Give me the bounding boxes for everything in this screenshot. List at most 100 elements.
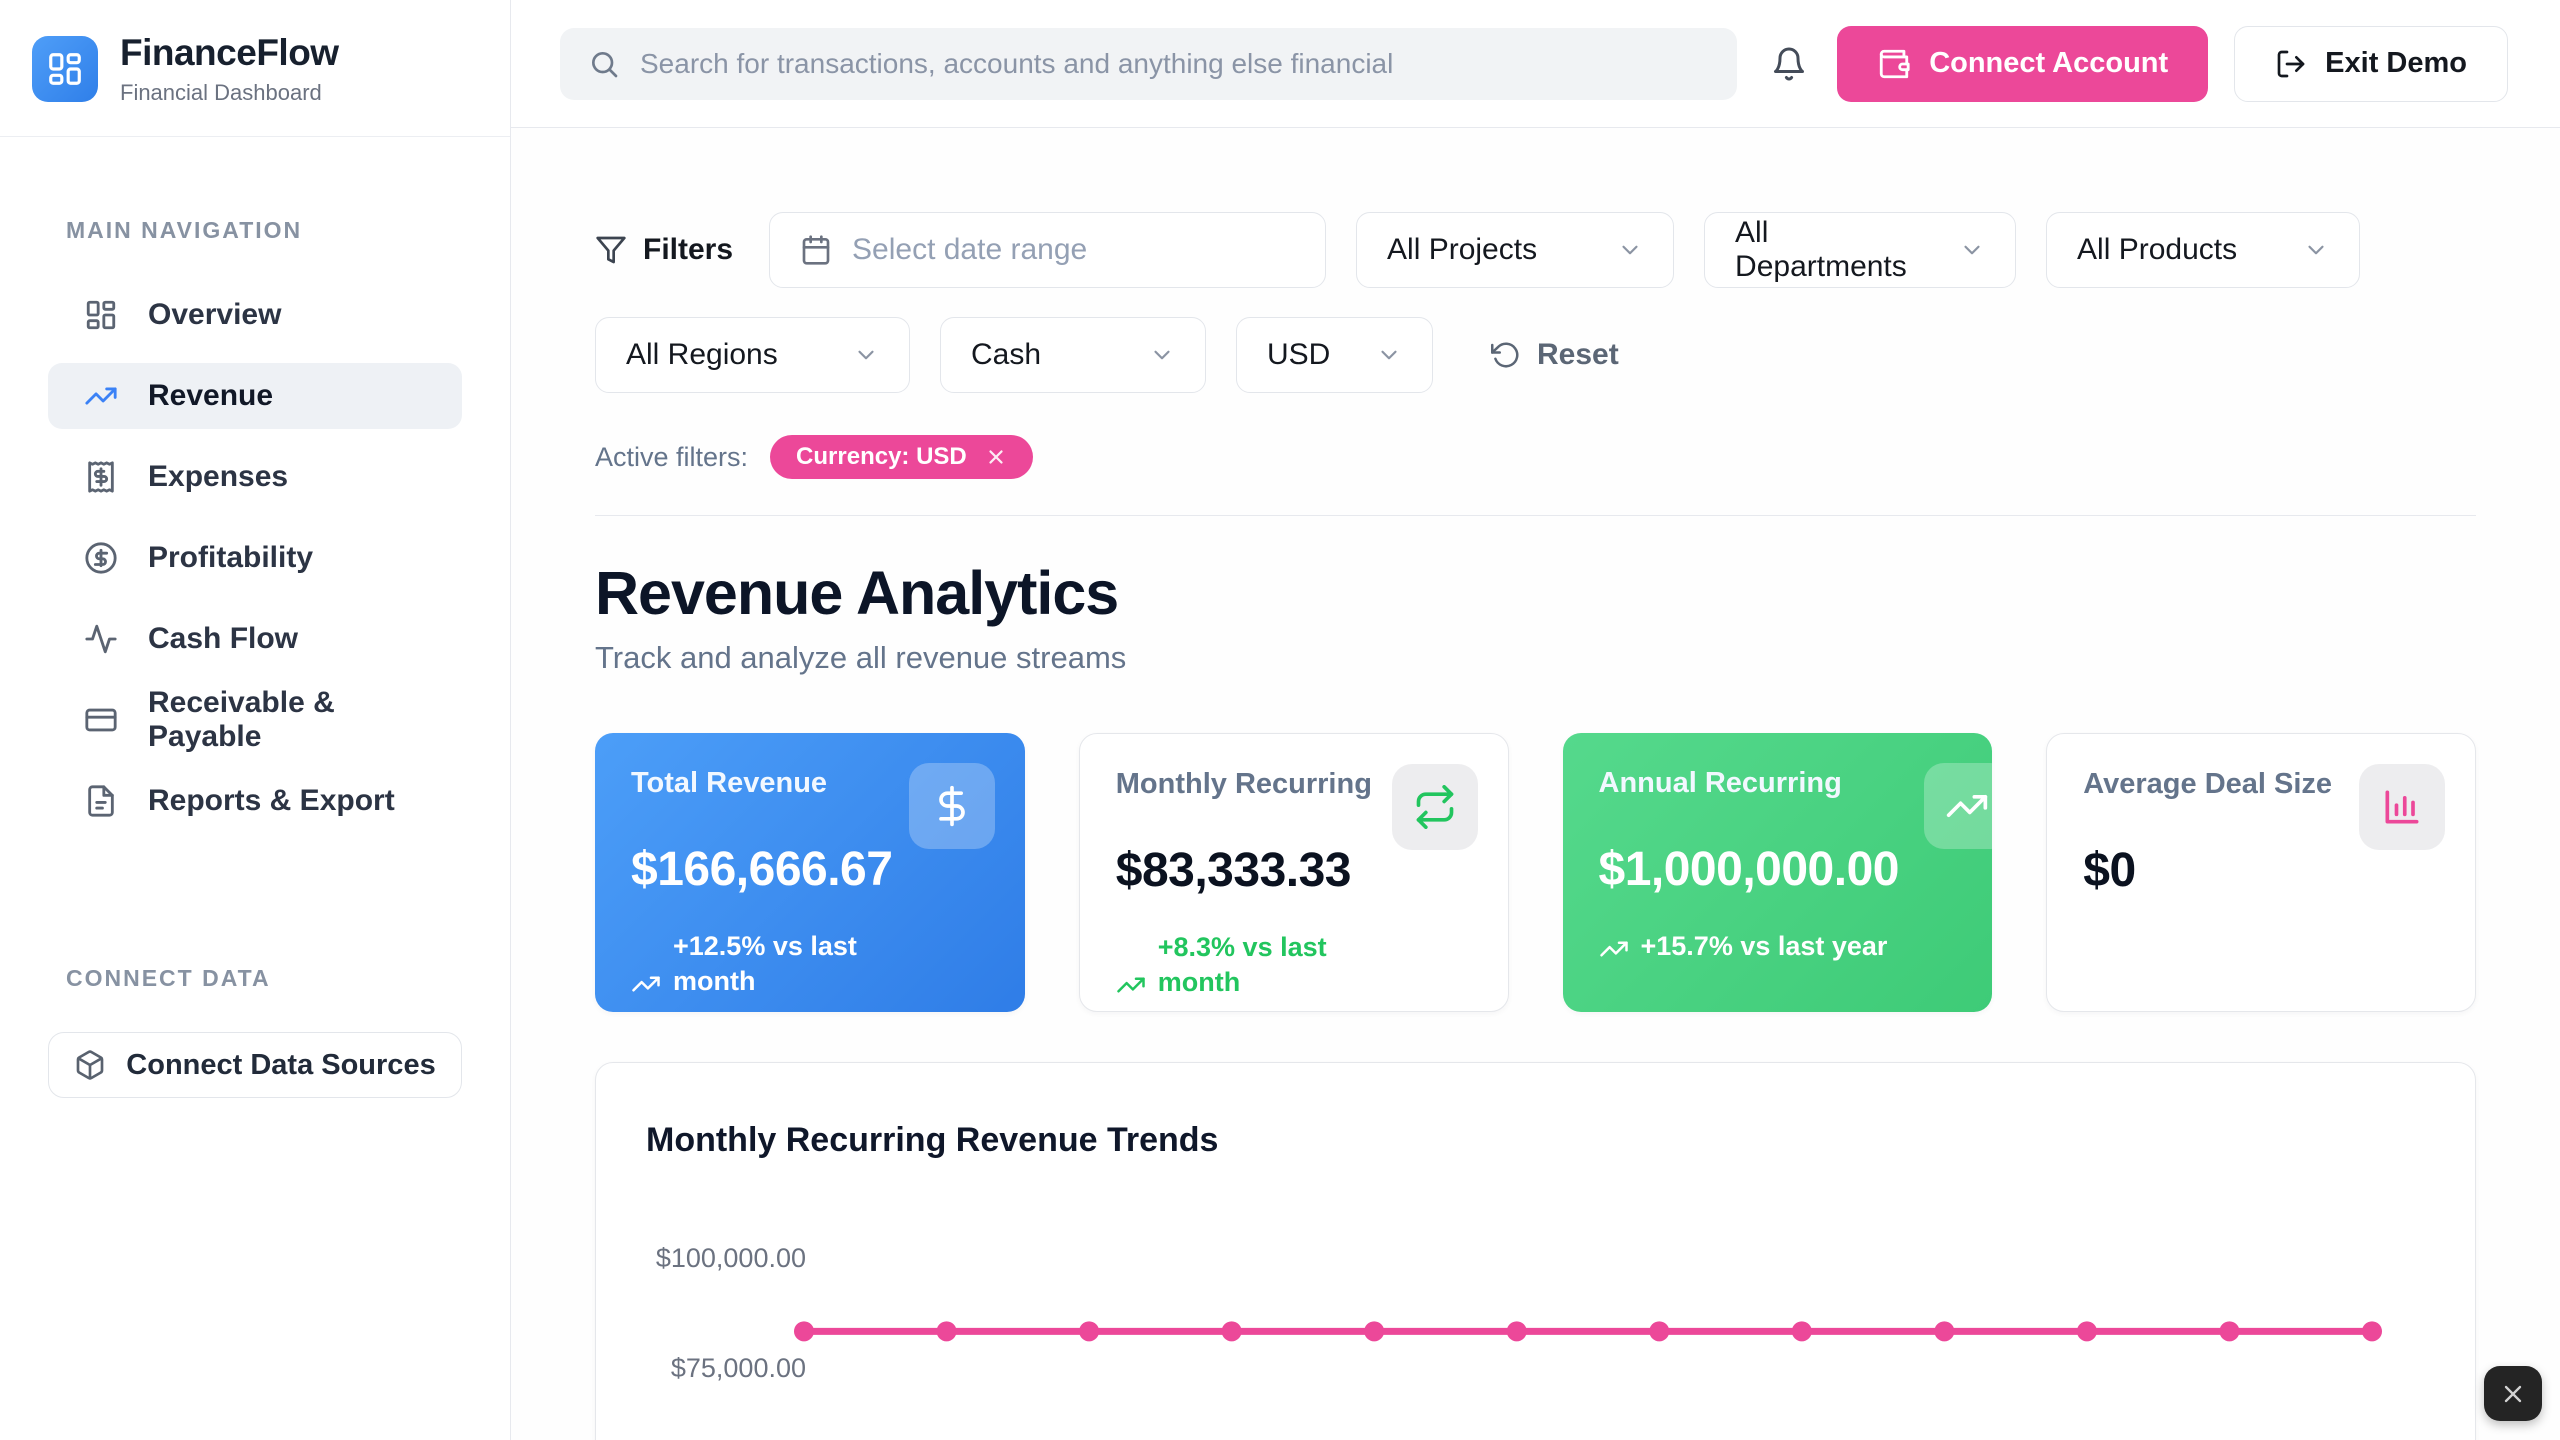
app-logo-icon <box>32 36 98 102</box>
bar-chart-icon <box>2359 764 2445 850</box>
connect-section-label: CONNECT DATA <box>66 965 271 991</box>
chart-data-point[interactable] <box>936 1321 957 1342</box>
chart-data-point[interactable] <box>2219 1321 2240 1342</box>
close-overlay-button[interactable] <box>2484 1366 2542 1421</box>
metric-cards: Total Revenue $166,666.67 +12.5% vs last… <box>595 733 2476 1012</box>
sidebar-item-receivable-payable[interactable]: Receivable & Payable <box>48 686 462 753</box>
metric-card-monthly-recurring: Monthly Recurring $83,333.33 +8.3% vs la… <box>1078 733 1509 1012</box>
exit-demo-button[interactable]: Exit Demo <box>2234 25 2508 102</box>
regions-dropdown[interactable]: All Regions <box>595 317 910 393</box>
active-filter-badge-currency[interactable]: Currency: USD <box>770 435 1033 479</box>
chart-data-point[interactable] <box>1364 1321 1385 1342</box>
trending-up-icon <box>631 969 661 999</box>
chevron-down-icon <box>1149 342 1175 368</box>
reset-filters-button[interactable]: Reset <box>1491 338 1619 372</box>
chart-data-point[interactable] <box>2076 1321 2097 1342</box>
connect-account-button[interactable]: Connect Account <box>1837 25 2209 102</box>
filters-title: Filters <box>595 233 733 267</box>
page-title: Revenue Analytics <box>595 559 1119 627</box>
reset-label: Reset <box>1537 338 1619 371</box>
section-divider <box>595 515 2476 516</box>
metric-title: Total Revenue <box>631 767 828 799</box>
chevron-down-icon <box>1617 237 1643 263</box>
trending-up-icon <box>1924 763 1993 849</box>
chevron-down-icon <box>853 342 879 368</box>
active-filter-badge-text: Currency: USD <box>796 443 967 470</box>
sidebar-item-label: Revenue <box>148 379 274 412</box>
brand: FinanceFlow Financial Dashboard <box>0 0 510 137</box>
chart-data-point[interactable] <box>794 1321 814 1342</box>
sidebar-item-profitability[interactable]: Profitability <box>48 525 462 591</box>
repeat-icon <box>1391 764 1478 850</box>
metric-change: +8.3% vs last month <box>1116 930 1474 1000</box>
account-type-dropdown-value: Cash <box>971 338 1042 371</box>
metric-change-text: +15.7% vs last year <box>1640 931 1888 961</box>
metric-change-text: +12.5% vs last month <box>673 931 857 997</box>
metric-change: +15.7% vs last year <box>1599 929 1959 964</box>
sidebar: FinanceFlow Financial Dashboard MAIN NAV… <box>0 0 511 1440</box>
account-type-dropdown[interactable]: Cash <box>940 317 1206 393</box>
page-head: Revenue Analytics Track and analyze all … <box>595 558 2476 676</box>
dollar-sign-icon <box>908 763 995 849</box>
chart-data-point[interactable] <box>1791 1321 1812 1342</box>
trending-up-icon <box>84 379 118 413</box>
layout-dashboard-icon <box>84 298 118 332</box>
chart-data-point[interactable] <box>1934 1321 1955 1342</box>
metric-value: $1,000,000.00 <box>1598 843 1900 896</box>
connect-data-sources-button[interactable]: Connect Data Sources <box>48 1032 462 1098</box>
search-input[interactable] <box>640 47 1709 80</box>
chevron-down-icon <box>1959 237 1985 263</box>
receipt-icon <box>84 460 118 494</box>
sidebar-item-reports-export[interactable]: Reports & Export <box>48 768 462 834</box>
trending-up-icon <box>1116 970 1146 1000</box>
departments-dropdown[interactable]: All Departments <box>1704 212 2017 288</box>
metric-change: +12.5% vs last month <box>631 929 991 999</box>
metric-value: $0 <box>2083 844 2136 897</box>
currency-dropdown[interactable]: USD <box>1236 317 1433 393</box>
filters-row-1: Filters Select date range All Projects A… <box>595 212 2476 288</box>
y-axis-tick: $75,000.00 <box>670 1353 806 1383</box>
notifications-bell-icon[interactable] <box>1771 46 1807 82</box>
metric-value: $166,666.67 <box>631 843 893 896</box>
chart-data-point[interactable] <box>1649 1321 1670 1342</box>
sidebar-item-expenses[interactable]: Expenses <box>48 444 462 510</box>
file-text-icon <box>84 784 118 818</box>
active-filters-label: Active filters: <box>595 441 749 472</box>
activity-icon <box>84 622 118 656</box>
rotate-ccw-icon <box>1491 340 1521 370</box>
chart-data-point[interactable] <box>2362 1321 2382 1342</box>
date-range-input[interactable]: Select date range <box>769 212 1327 288</box>
trending-up-icon <box>1599 934 1629 964</box>
sidebar-item-overview[interactable]: Overview <box>48 282 462 348</box>
content: Filters Select date range All Projects A… <box>511 128 2560 1440</box>
search-icon <box>588 48 620 80</box>
sidebar-item-revenue[interactable]: Revenue <box>48 363 462 429</box>
metric-title: Monthly Recurring <box>1115 768 1372 800</box>
wallet-icon <box>1877 47 1911 81</box>
metric-card-average-deal-size: Average Deal Size $0 <box>2046 733 2476 1012</box>
circle-dollar-icon <box>84 541 118 575</box>
metric-change-text: +8.3% vs last month <box>1157 932 1327 998</box>
currency-dropdown-value: USD <box>1267 338 1331 371</box>
main-navigation: Overview Revenue Expenses Profitability … <box>0 282 510 849</box>
regions-dropdown-value: All Regions <box>626 338 778 371</box>
search-box[interactable] <box>560 27 1737 100</box>
products-dropdown[interactable]: All Products <box>2046 212 2361 288</box>
products-dropdown-value: All Products <box>2077 233 2238 266</box>
metric-title: Average Deal Size <box>2083 768 2333 800</box>
remove-filter-x-icon[interactable] <box>985 446 1007 468</box>
calendar-icon <box>800 234 832 266</box>
funnel-icon <box>595 234 627 266</box>
app-title: FinanceFlow <box>120 32 339 73</box>
sidebar-item-cash-flow[interactable]: Cash Flow <box>48 606 462 672</box>
chevron-down-icon <box>1376 342 1402 368</box>
chart-data-point[interactable] <box>1079 1321 1100 1342</box>
chart-data-point[interactable] <box>1221 1321 1242 1342</box>
sidebar-item-label: Expenses <box>148 460 289 493</box>
sidebar-item-label: Receivable & Payable <box>148 686 335 753</box>
app-subtitle: Financial Dashboard <box>120 80 322 105</box>
exit-demo-label: Exit Demo <box>2325 47 2467 79</box>
projects-dropdown[interactable]: All Projects <box>1356 212 1675 288</box>
chart-data-point[interactable] <box>1506 1321 1527 1342</box>
chart-card: Monthly Recurring Revenue Trends $100,00… <box>595 1062 2476 1440</box>
